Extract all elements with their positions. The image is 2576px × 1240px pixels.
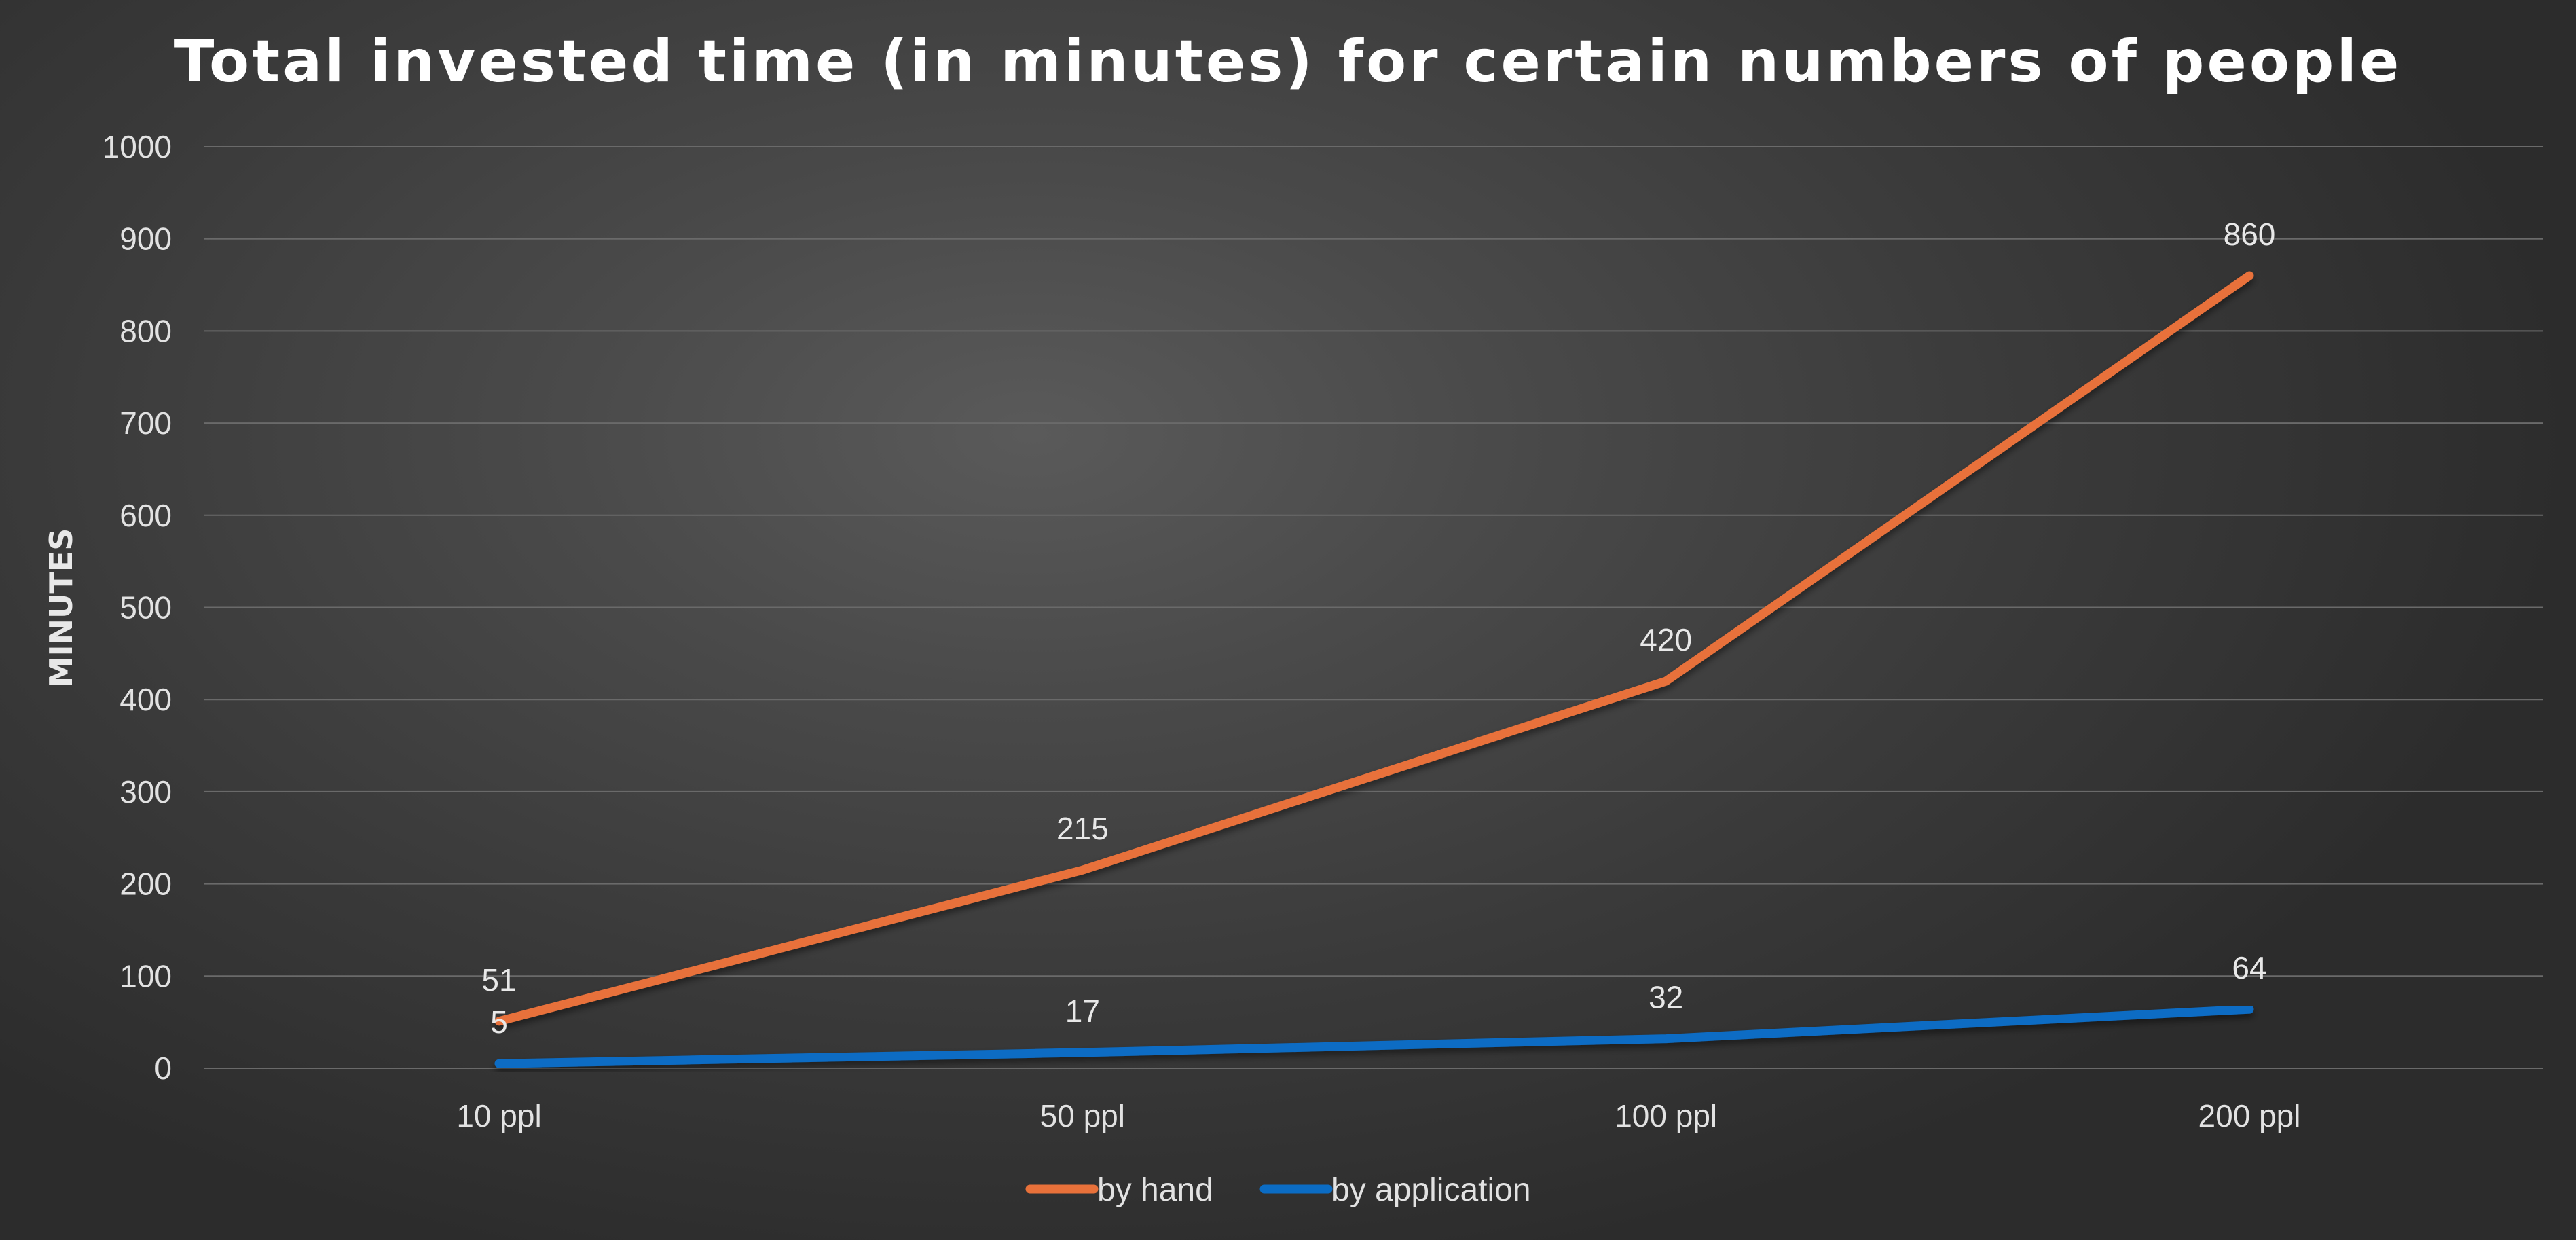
series-line-by-application	[494, 1004, 2254, 1068]
y-tick-label: 0	[154, 1051, 172, 1086]
legend-label: by hand	[1097, 1172, 1213, 1208]
chart-title: Total invested time (in minutes) for cer…	[174, 28, 2402, 96]
series-lines	[494, 271, 2254, 1068]
x-axis-ticks: 10 ppl 50 ppl 100 ppl 200 ppl	[456, 1098, 2300, 1133]
y-tick-label: 900	[119, 221, 172, 257]
y-tick-label: 100	[119, 958, 172, 993]
x-tick-label: 50 ppl	[1040, 1098, 1125, 1133]
data-label: 64	[2232, 950, 2266, 985]
data-label: 420	[1640, 622, 1692, 657]
series-line-by-hand	[494, 271, 2254, 1026]
data-labels: 51 215 420 860 5 17 32 64	[481, 217, 2275, 1040]
x-tick-label: 10 ppl	[456, 1098, 541, 1133]
gridlines	[204, 146, 2543, 1069]
data-label: 51	[481, 962, 516, 998]
y-tick-label: 700	[119, 405, 172, 441]
y-tick-label: 200	[119, 867, 172, 902]
data-label: 32	[1649, 980, 1683, 1015]
legend-label: by application	[1331, 1172, 1531, 1208]
y-tick-label: 600	[119, 498, 172, 533]
y-tick-label: 800	[119, 313, 172, 348]
y-axis-ticks: 0 100 200 300 400 500 600 700 800 900 1000	[103, 129, 172, 1086]
x-tick-label: 100 ppl	[1615, 1098, 1717, 1133]
y-axis-title: MINUTES	[43, 528, 79, 688]
y-tick-label: 400	[119, 682, 172, 717]
x-tick-label: 200 ppl	[2198, 1098, 2301, 1133]
data-label: 860	[2224, 217, 2276, 252]
y-tick-label: 1000	[103, 129, 172, 164]
data-label: 17	[1065, 993, 1100, 1029]
y-tick-label: 300	[119, 774, 172, 809]
y-tick-label: 500	[119, 590, 172, 625]
data-label: 215	[1056, 811, 1109, 846]
legend: by hand by application	[1025, 1172, 1531, 1208]
data-label: 5	[490, 1004, 508, 1040]
